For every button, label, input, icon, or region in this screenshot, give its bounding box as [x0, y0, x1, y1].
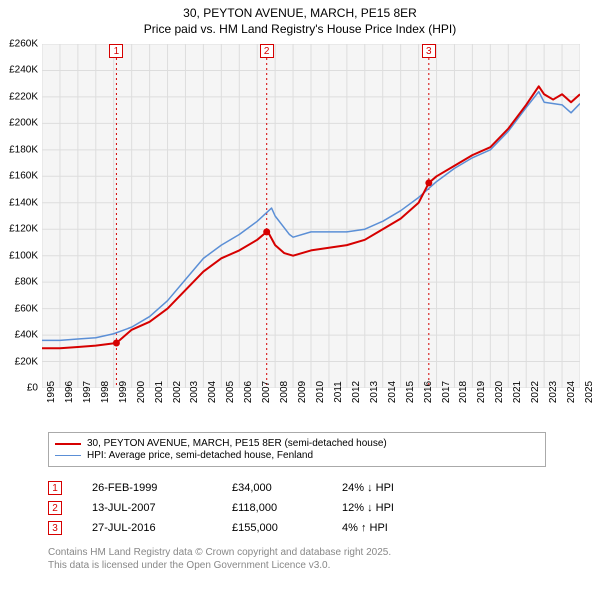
- x-tick-label: 2016: [423, 381, 434, 403]
- event-row: 2 13-JUL-2007£118,00012% ↓ HPI: [48, 498, 546, 518]
- x-tick-label: 2004: [207, 381, 218, 403]
- x-tick-label: 2020: [494, 381, 505, 403]
- title-block: 30, PEYTON AVENUE, MARCH, PE15 8ER Price…: [0, 0, 600, 39]
- x-tick-label: 2023: [548, 381, 559, 403]
- event-date: 27-JUL-2016: [92, 522, 232, 534]
- event-price: £155,000: [232, 522, 342, 534]
- annotation-marker-1: 1: [109, 44, 123, 58]
- x-tick-label: 2012: [351, 381, 362, 403]
- x-tick-label: 2021: [512, 381, 523, 403]
- x-tick-label: 1997: [82, 381, 93, 403]
- x-tick-label: 2007: [261, 381, 272, 403]
- chart-container: 30, PEYTON AVENUE, MARCH, PE15 8ER Price…: [0, 0, 600, 590]
- x-tick-label: 2008: [279, 381, 290, 403]
- x-tick-label: 1995: [46, 381, 57, 403]
- y-tick-label: £120K: [9, 224, 38, 235]
- x-tick-label: 2013: [369, 381, 380, 403]
- x-tick-label: 2002: [172, 381, 183, 403]
- y-tick-label: £240K: [9, 65, 38, 76]
- title-line-1: 30, PEYTON AVENUE, MARCH, PE15 8ER: [0, 6, 600, 22]
- x-tick-label: 2009: [297, 381, 308, 403]
- events-table: 1 26-FEB-1999£34,00024% ↓ HPI 2 13-JUL-2007…: [48, 478, 546, 538]
- y-tick-label: £200K: [9, 118, 38, 129]
- x-tick-label: 2001: [154, 381, 165, 403]
- plot-svg: [42, 44, 580, 388]
- legend-label: 30, PEYTON AVENUE, MARCH, PE15 8ER (semi…: [87, 438, 387, 449]
- x-tick-label: 2014: [387, 381, 398, 403]
- event-marker: 1: [48, 481, 62, 495]
- event-date: 13-JUL-2007: [92, 502, 232, 514]
- x-tick-label: 2015: [405, 381, 416, 403]
- x-tick-label: 2019: [476, 381, 487, 403]
- y-tick-label: £100K: [9, 250, 38, 261]
- event-diff: 4% ↑ HPI: [342, 522, 442, 534]
- y-tick-label: £140K: [9, 197, 38, 208]
- legend-label: HPI: Average price, semi-detached house,…: [87, 450, 313, 461]
- legend-swatch: [55, 455, 81, 457]
- legend-row: HPI: Average price, semi-detached house,…: [55, 450, 539, 461]
- x-tick-label: 1996: [64, 381, 75, 403]
- event-row: 3 27-JUL-2016£155,0004% ↑ HPI: [48, 518, 546, 538]
- y-tick-label: £80K: [15, 277, 38, 288]
- chart-area: 1 2 3: [42, 44, 580, 388]
- event-marker: 2: [48, 501, 62, 515]
- legend-swatch: [55, 443, 81, 445]
- y-tick-label: £20K: [15, 356, 38, 367]
- event-date: 26-FEB-1999: [92, 482, 232, 494]
- x-tick-label: 2011: [333, 381, 344, 403]
- attribution: Contains HM Land Registry data © Crown c…: [48, 546, 391, 572]
- y-tick-label: £180K: [9, 144, 38, 155]
- title-line-2: Price paid vs. HM Land Registry's House …: [0, 22, 600, 38]
- y-tick-label: £160K: [9, 171, 38, 182]
- x-tick-label: 2024: [566, 381, 577, 403]
- x-tick-label: 2022: [530, 381, 541, 403]
- x-tick-label: 2018: [458, 381, 469, 403]
- annotation-marker-3: 3: [422, 44, 436, 58]
- x-tick-label: 1998: [100, 381, 111, 403]
- event-diff: 12% ↓ HPI: [342, 502, 442, 514]
- x-tick-label: 2000: [136, 381, 147, 403]
- x-tick-label: 2010: [315, 381, 326, 403]
- x-tick-label: 2017: [441, 381, 452, 403]
- event-price: £118,000: [232, 502, 342, 514]
- event-row: 1 26-FEB-1999£34,00024% ↓ HPI: [48, 478, 546, 498]
- y-axis-ticks: £0£20K£40K£60K£80K£100K£120K£140K£160K£1…: [0, 44, 40, 388]
- event-price: £34,000: [232, 482, 342, 494]
- x-tick-label: 2003: [189, 381, 200, 403]
- y-tick-label: £260K: [9, 39, 38, 50]
- y-tick-label: £0: [27, 383, 38, 394]
- attribution-line-1: Contains HM Land Registry data © Crown c…: [48, 546, 391, 559]
- y-tick-label: £40K: [15, 330, 38, 341]
- legend-row: 30, PEYTON AVENUE, MARCH, PE15 8ER (semi…: [55, 438, 539, 449]
- x-axis-ticks: 1995199619971998199920002001200220032004…: [42, 390, 580, 430]
- attribution-line-2: This data is licensed under the Open Gov…: [48, 559, 391, 572]
- event-diff: 24% ↓ HPI: [342, 482, 442, 494]
- x-tick-label: 1999: [118, 381, 129, 403]
- x-tick-label: 2005: [225, 381, 236, 403]
- x-tick-label: 2025: [584, 381, 595, 403]
- y-tick-label: £60K: [15, 303, 38, 314]
- event-marker: 3: [48, 521, 62, 535]
- x-tick-label: 2006: [243, 381, 254, 403]
- annotation-marker-2: 2: [260, 44, 274, 58]
- y-tick-label: £220K: [9, 91, 38, 102]
- legend: 30, PEYTON AVENUE, MARCH, PE15 8ER (semi…: [48, 432, 546, 467]
